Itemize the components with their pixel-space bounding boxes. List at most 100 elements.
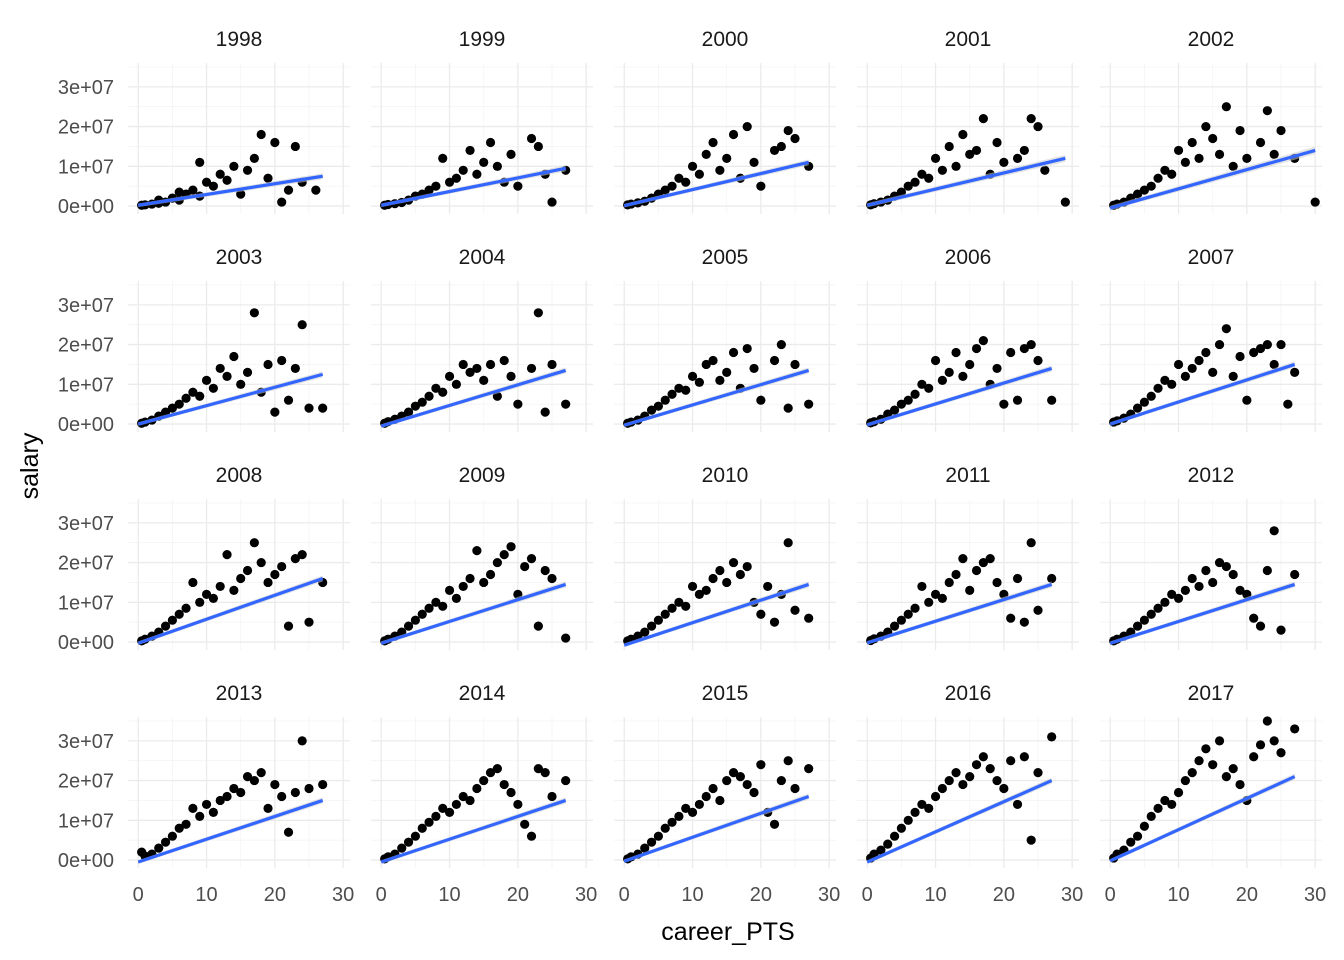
data-point [999,157,1009,167]
data-point [174,609,184,619]
y-tick-label: 1e+07 [58,592,114,614]
data-point [215,581,225,592]
data-point [910,807,920,817]
data-point [1194,355,1204,366]
data-point [1153,173,1163,183]
data-point [910,389,920,399]
data-point [270,569,280,580]
x-tick-label: 10 [438,884,460,906]
facet-title: 2004 [459,246,506,269]
data-point [971,343,982,354]
data-point [1173,593,1184,603]
data-point [742,779,752,790]
data-point [195,391,205,401]
data-point [1276,339,1286,350]
data-point [458,581,468,592]
data-point [1040,165,1050,175]
data-point [728,129,739,140]
data-point [749,157,759,167]
data-point [978,752,988,762]
data-point [790,359,800,370]
data-point [951,768,961,778]
data-point [1180,775,1190,786]
data-point [1139,615,1149,625]
data-point [195,811,205,821]
data-point [397,843,407,853]
data-point [1269,359,1279,370]
x-tick-label: 0 [1105,884,1116,906]
y-tick-label: 1e+07 [58,374,114,396]
data-point [1160,795,1170,806]
x-tick-label: 0 [862,884,873,906]
data-point [526,133,537,144]
data-point [1146,391,1156,401]
data-point [903,609,913,619]
data-point [242,165,253,175]
trend-line [623,582,810,647]
data-point [290,787,300,798]
data-point [1180,371,1190,381]
data-point [208,593,218,603]
data-point [1173,787,1184,798]
y-tick-label: 2e+07 [58,553,114,575]
data-point [646,837,657,847]
facet-panel-2002: 2002 [1100,28,1322,214]
data-point [924,383,934,393]
x-tick-label: 0 [619,884,630,906]
data-point [229,161,239,171]
facet-panel-1999: 1999 [371,28,593,214]
data-point [1033,605,1043,615]
data-point [1167,589,1177,599]
data-point [1033,355,1043,366]
facet-panel-2014: 2014 0 10 20 30 [371,682,597,906]
facet-title: 2005 [702,246,749,269]
data-point [174,187,184,197]
trend-line [866,779,1053,864]
trend-line [866,366,1053,427]
data-point [1242,153,1252,163]
facet-panel-2016: 2016 0 10 20 30 [857,682,1083,906]
facet-title: 2003 [216,246,263,269]
trend-line [380,368,567,428]
data-point [195,157,205,167]
data-point [263,577,273,588]
data-point [1221,772,1231,782]
data-point [722,577,732,588]
data-point [1139,185,1149,195]
y-tick-label: 0e+00 [58,196,114,218]
data-point [1290,724,1300,734]
y-tick-label: 0e+00 [58,850,114,872]
data-point [903,815,913,825]
data-point [971,760,982,770]
x-tick-label: 0 [133,884,144,906]
data-point [930,589,941,599]
data-point [424,603,434,613]
data-point [1255,343,1266,354]
data-point [1153,383,1163,393]
data-point [944,775,954,786]
data-point [438,153,448,163]
data-point [876,845,886,855]
data-point [1235,125,1245,136]
facet-title: 2011 [945,464,990,487]
data-point [472,783,482,794]
data-point [188,577,198,588]
data-point [1019,752,1029,762]
data-point [937,593,947,603]
facet-title: 2013 [216,682,263,705]
data-point [1214,149,1225,159]
facet-title: 2015 [702,682,749,705]
data-point [769,617,780,627]
x-tick-label: 30 [332,884,354,906]
facet-panel-2015: 2015 0 10 20 30 [614,682,840,906]
data-point [506,542,516,552]
data-point [1012,799,1023,810]
data-point [1033,768,1043,778]
data-point [283,395,294,405]
data-point [188,803,198,813]
data-point [1228,569,1238,580]
data-point [944,141,954,152]
facet-title: 2010 [702,464,749,487]
trend-line [1109,582,1296,645]
